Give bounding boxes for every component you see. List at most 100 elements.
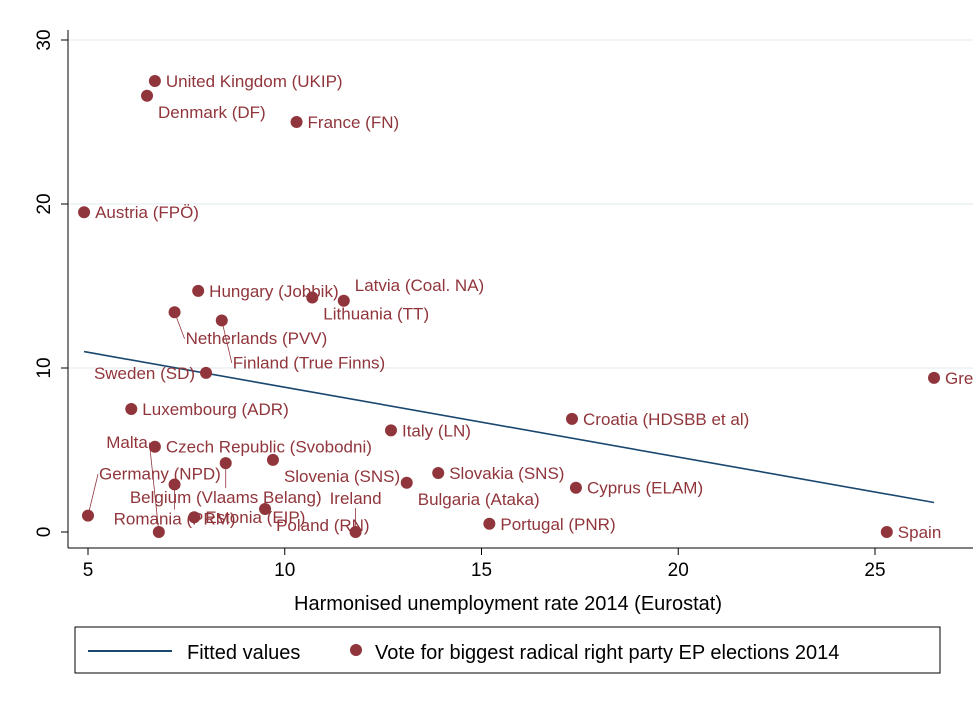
x-tick-label: 15 <box>471 560 492 581</box>
data-point: Luxembourg (ADR) <box>125 400 289 419</box>
point-label: Slovakia (SNS) <box>449 464 564 483</box>
data-point: United Kingdom (UKIP) <box>148 72 343 91</box>
point-marker <box>259 503 272 516</box>
point-marker <box>188 511 201 524</box>
data-point: Portugal (PNR) <box>483 515 616 534</box>
x-tick-label: 5 <box>83 560 94 581</box>
data-point: Gre <box>928 369 973 388</box>
data-point: Austria (FPÖ) <box>78 203 199 222</box>
point-marker <box>152 526 165 538</box>
point-label: Estonia (EIP) <box>205 508 305 527</box>
point-marker <box>168 306 181 319</box>
point-marker <box>125 403 138 415</box>
data-point: Netherlands (PVV) <box>168 306 328 348</box>
point-marker <box>78 206 91 219</box>
point-marker <box>266 453 279 466</box>
point-label: Slovenia (SNS) <box>284 467 400 486</box>
data-point: Latvia (Coal. NA) <box>337 276 484 307</box>
point-marker <box>306 291 319 304</box>
point-label: Portugal (PNR) <box>500 515 615 534</box>
y-tick-label: 10 <box>34 357 55 378</box>
data-point: Poland (RN) <box>259 503 370 535</box>
point-label: Hungary (Jobbik) <box>209 282 338 301</box>
point-label: Finland (True Finns) <box>233 353 385 372</box>
data-point: France (FN) <box>290 113 400 132</box>
point-marker <box>483 517 496 530</box>
y-tick-label: 20 <box>34 193 55 214</box>
point-marker <box>148 440 161 453</box>
label-leader-line <box>221 320 233 364</box>
point-label: Austria (FPÖ) <box>95 203 199 222</box>
point-label: Netherlands (PVV) <box>186 329 328 348</box>
point-marker <box>219 457 232 470</box>
point-marker <box>168 478 181 491</box>
y-tick-label: 0 <box>34 527 55 538</box>
point-label: Lithuania (TT) <box>323 304 429 323</box>
data-point: Malta <box>106 433 165 538</box>
legend-points-label: Vote for biggest radical right party EP … <box>375 642 839 664</box>
point-label: Germany (NPD) <box>99 465 221 484</box>
data-point: Croatia (HDSBB et al) <box>566 410 749 429</box>
point-label: Malta <box>106 433 148 452</box>
point-label: Luxembourg (ADR) <box>142 400 288 419</box>
label-leader-line <box>87 474 99 516</box>
data-point: Slovenia (SNS) <box>266 453 400 486</box>
point-label: Croatia (HDSBB et al) <box>583 410 749 429</box>
data-point: Belgium (Vlaams Belang) <box>130 457 322 507</box>
point-label: Romania (PRM) <box>114 509 236 528</box>
fitted-line <box>83 350 935 504</box>
point-marker <box>290 116 303 128</box>
x-axis-title: Harmonised unemployment rate 2014 (Euros… <box>294 593 722 615</box>
point-marker <box>566 412 579 425</box>
point-label: Poland (RN) <box>276 516 370 535</box>
data-point: Spain <box>880 523 941 542</box>
point-label: Italy (LN) <box>402 421 471 440</box>
legend-point-swatch <box>350 644 362 656</box>
point-marker <box>200 366 213 379</box>
data-point: Germany (NPD) <box>82 465 221 522</box>
point-marker <box>82 509 94 522</box>
x-tick-label: 10 <box>274 560 295 581</box>
legend-box <box>74 626 941 674</box>
data-point: Slovakia (SNS) <box>432 464 564 483</box>
point-marker <box>880 526 893 538</box>
data-point: Czech Republic (Svobodni) <box>148 438 372 457</box>
data-point: Cyprus (ELAM) <box>569 479 703 498</box>
x-tick-label: 25 <box>864 560 885 581</box>
label-leader-line <box>148 442 160 533</box>
data-point: Bulgaria (Ataka) <box>400 476 540 509</box>
data-point: Estonia (EIP) <box>188 508 305 527</box>
x-tick-label: 20 <box>668 560 689 581</box>
point-marker <box>349 526 362 538</box>
point-marker <box>432 466 445 479</box>
point-label: Latvia (Coal. NA) <box>355 276 484 295</box>
data-point: Hungary (Jobbik) <box>192 282 339 301</box>
point-label: Denmark (DF) <box>158 103 266 122</box>
point-label: Bulgaria (Ataka) <box>418 490 540 509</box>
point-label: Belgium (Vlaams Belang) <box>130 488 322 507</box>
point-label: France (FN) <box>308 113 400 132</box>
point-marker <box>148 75 161 87</box>
point-marker <box>141 89 154 102</box>
point-label: Gre <box>945 369 973 388</box>
point-label: United Kingdom (UKIP) <box>166 72 343 91</box>
point-marker <box>400 476 413 489</box>
point-label: Czech Republic (Svobodni) <box>166 438 372 457</box>
point-marker <box>192 284 205 297</box>
data-point: Italy (LN) <box>384 421 471 440</box>
point-label: Sweden (SD) <box>94 364 195 383</box>
point-marker <box>215 314 228 327</box>
point-label: Cyprus (ELAM) <box>587 479 703 498</box>
data-point: Finland (True Finns) <box>215 314 385 372</box>
point-label: Spain <box>898 523 941 542</box>
data-point: Romania (PRM) <box>114 478 236 528</box>
legend: Fitted values Vote for biggest radical r… <box>74 626 941 674</box>
point-marker <box>384 424 397 437</box>
data-point: Sweden (SD) <box>94 364 213 383</box>
point-label: Ireland <box>330 489 382 508</box>
legend-fit-label: Fitted values <box>187 642 300 664</box>
data-point: Denmark (DF) <box>141 89 266 122</box>
y-tick-label: 30 <box>34 29 55 50</box>
